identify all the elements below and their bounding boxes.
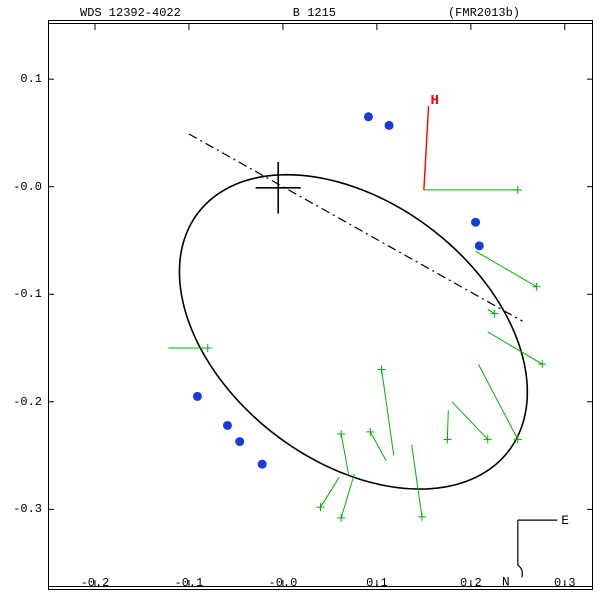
y-tick-label: -0.2 (0, 395, 42, 409)
plot-header: WDS 12392-4022 B 1215 (FMR2013b) (0, 6, 600, 20)
orbit-plot-canvas: WDS 12392-4022 B 1215 (FMR2013b) H E N 0.1… (0, 0, 600, 600)
x-tick-label: 0.1 (366, 576, 388, 602)
x-tick-label: -0.0 (269, 576, 298, 602)
y-tick-label: -0.0 (0, 180, 42, 194)
y-tick-label: -0.1 (0, 287, 42, 301)
y-tick-label: 0.1 (0, 72, 42, 86)
x-tick-label: -0.2 (81, 576, 110, 602)
x-tick-label: -0.1 (175, 576, 204, 602)
y-tick-label: -0.3 (0, 502, 42, 516)
x-tick-label: 0.3 (554, 576, 576, 602)
header-center: B 1215 (293, 6, 336, 20)
svg-text:N: N (502, 574, 510, 589)
x-tick-label: 0.2 (460, 576, 482, 602)
header-left: WDS 12392-4022 (80, 6, 181, 20)
svg-text:E: E (561, 513, 569, 528)
svg-text:H: H (430, 93, 438, 109)
orbit-svg: H E N (48, 20, 593, 590)
header-right: (FMR2013b) (448, 6, 520, 20)
